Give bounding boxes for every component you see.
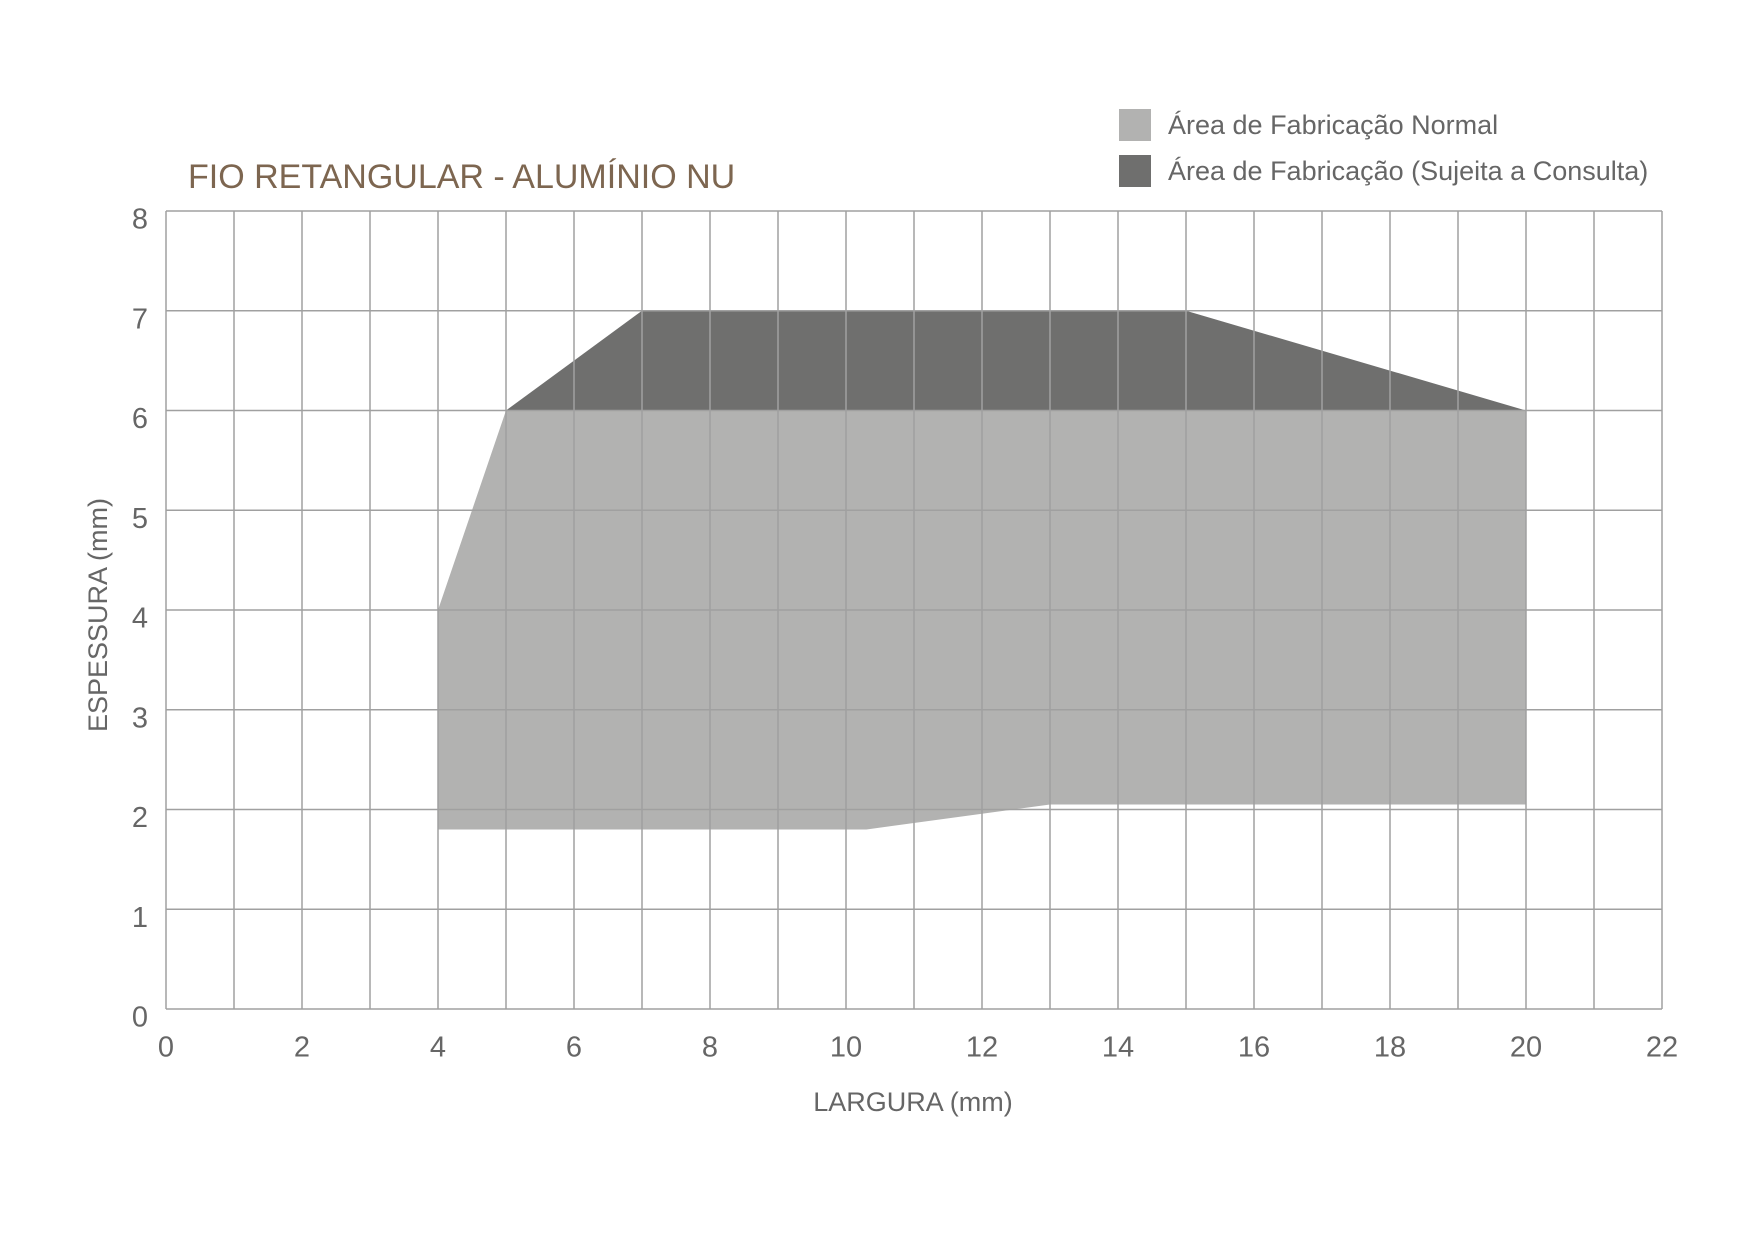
y-tick-label: 3 <box>132 702 148 734</box>
y-tick-label: 2 <box>132 802 148 834</box>
legend-label: Área de Fabricação (Sujeita a Consulta) <box>1168 156 1648 186</box>
area <box>506 310 1526 411</box>
x-axis-label: LARGURA (mm) <box>813 1087 1013 1117</box>
y-tick-label: 7 <box>132 303 148 335</box>
y-axis-label: ESPESSURA (mm) <box>83 498 113 732</box>
y-tick-label: 0 <box>132 1002 148 1034</box>
y-tick-label: 6 <box>132 403 148 435</box>
legend-swatch <box>1119 109 1151 141</box>
y-tick-label: 4 <box>132 603 148 635</box>
x-tick-label: 10 <box>830 1032 862 1064</box>
x-tick-label: 2 <box>294 1032 310 1064</box>
x-tick-label: 14 <box>1102 1032 1134 1064</box>
x-tick-label: 0 <box>158 1032 174 1064</box>
y-tick-label: 8 <box>132 204 148 236</box>
x-tick-label: 6 <box>566 1032 582 1064</box>
legend-swatch <box>1119 155 1151 187</box>
x-tick-label: 16 <box>1238 1032 1270 1064</box>
x-tick-label: 18 <box>1374 1032 1406 1064</box>
x-tick-label: 20 <box>1510 1032 1542 1064</box>
y-tick-label: 5 <box>132 503 148 535</box>
x-tick-label: 12 <box>966 1032 998 1064</box>
x-tick-label: 4 <box>430 1032 446 1064</box>
y-tick-label: 1 <box>132 902 148 934</box>
x-tick-label: 8 <box>702 1032 718 1064</box>
chart-title: FIO RETANGULAR - ALUMÍNIO NU <box>188 158 735 196</box>
legend-label: Área de Fabricação Normal <box>1168 110 1498 140</box>
x-tick-label: 22 <box>1646 1032 1678 1064</box>
